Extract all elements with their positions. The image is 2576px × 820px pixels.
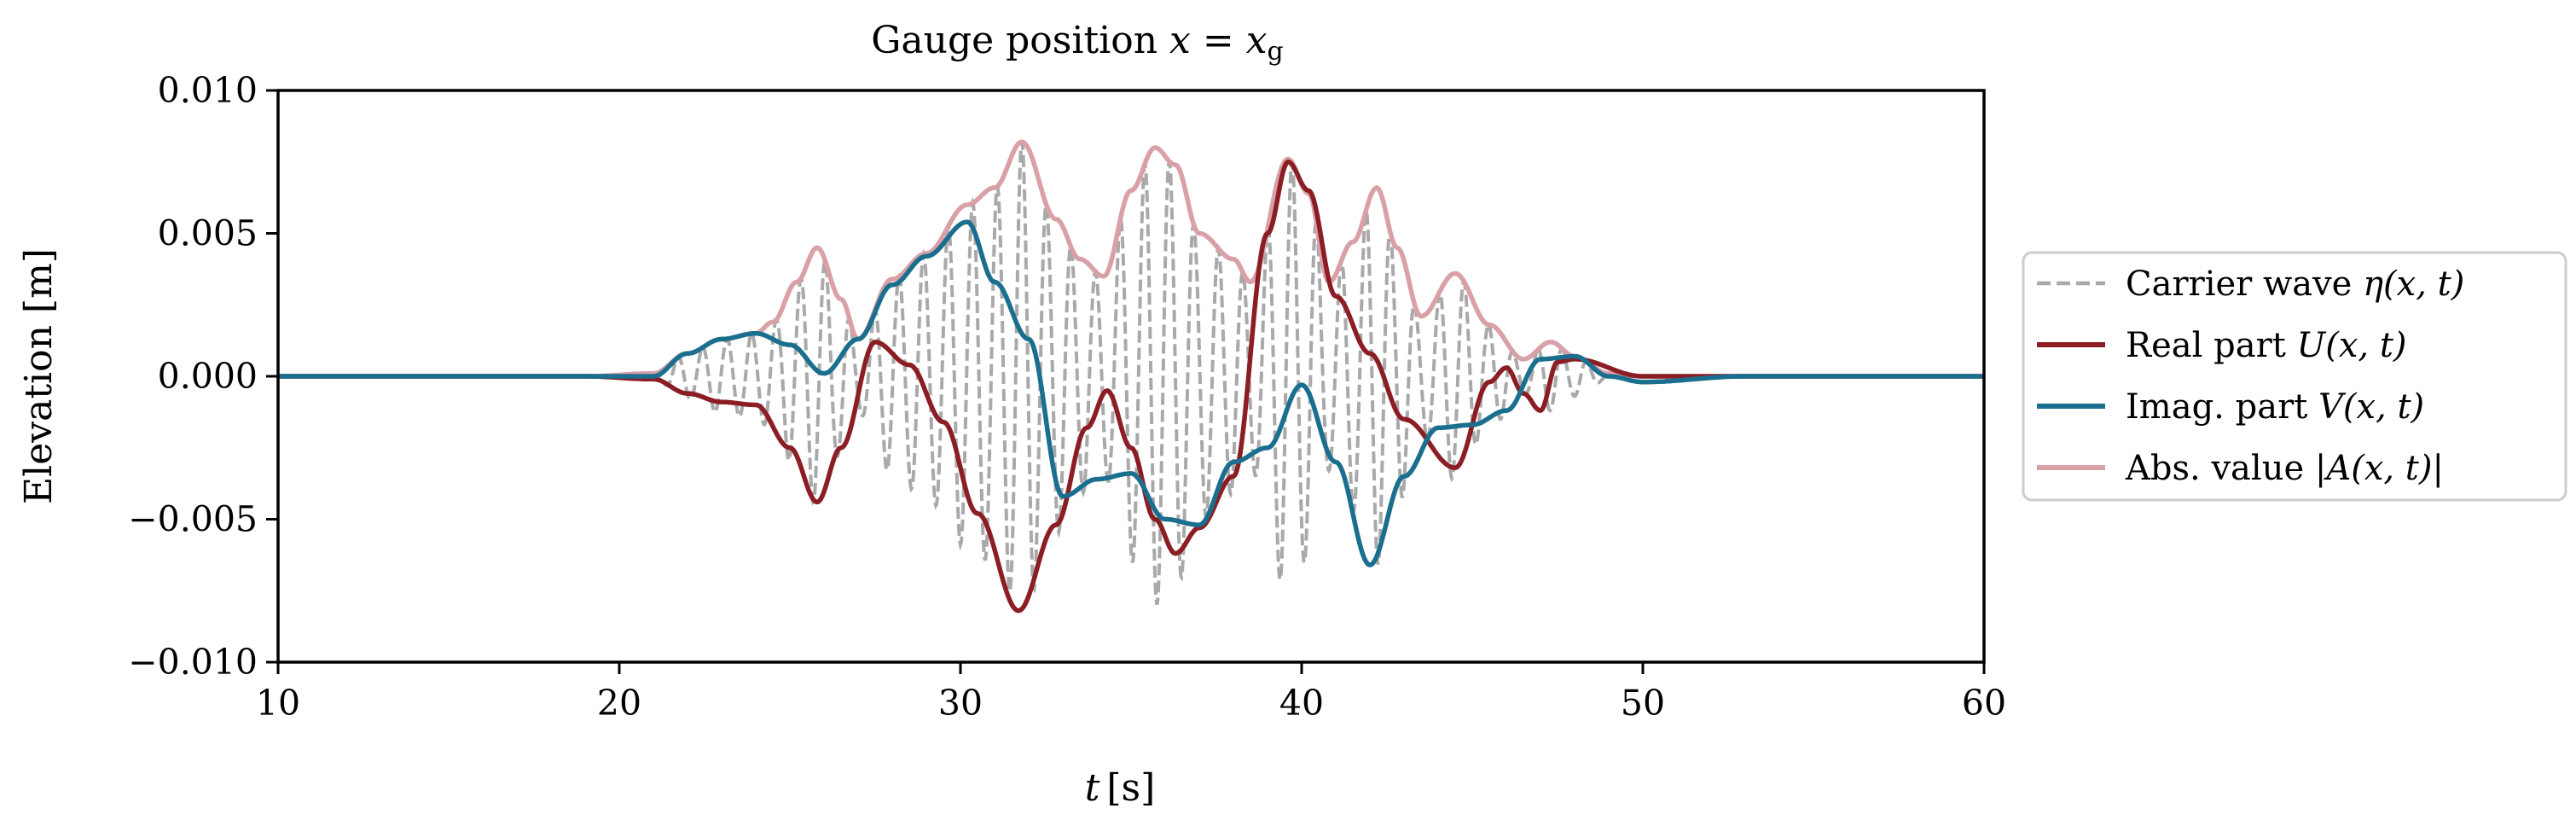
abs-value-line	[278, 139, 1984, 379]
y-axis: −0.010 −0.005 0.000 0.005 0.010	[128, 70, 278, 683]
x-tick-label: 50	[1621, 683, 1665, 724]
y-tick-label: 0.010	[158, 70, 258, 111]
carrier-wave-series	[278, 141, 1984, 605]
x-tick-label: 20	[597, 683, 641, 724]
y-axis-label: Elevation [m]	[17, 248, 61, 504]
legend-label: Abs. value |A(x, t)|	[2125, 449, 2444, 488]
imag-part-line	[278, 219, 1984, 567]
legend: Carrier wave η(x, t) Real part U(x, t) Ima…	[2022, 251, 2567, 502]
x-tick-label: 30	[938, 683, 983, 724]
legend-label: Real part U(x, t)	[2126, 326, 2407, 365]
x-axis-label: t [s]	[1085, 766, 1156, 810]
y-tick-label: 0.000	[158, 356, 258, 397]
y-tick-label: −0.010	[128, 642, 258, 683]
x-tick-label: 40	[1279, 683, 1324, 724]
x-tick-label: 60	[1962, 683, 2006, 724]
carrier-wave-line	[278, 141, 1984, 605]
y-tick-label: −0.005	[128, 499, 258, 540]
real-part-line	[278, 159, 1984, 614]
envelope-series	[278, 139, 1984, 614]
legend-label: Imag. part V(x, t)	[2126, 387, 2424, 427]
legend-label: Carrier wave η(x, t)	[2126, 265, 2464, 304]
x-axis: 10 20 30 40 50 60	[256, 662, 2006, 724]
y-tick-label: 0.005	[158, 213, 258, 254]
legend-box	[2022, 251, 2567, 502]
x-tick-label: 10	[256, 683, 300, 724]
chart-title: Gauge position x = xg	[871, 19, 1284, 67]
